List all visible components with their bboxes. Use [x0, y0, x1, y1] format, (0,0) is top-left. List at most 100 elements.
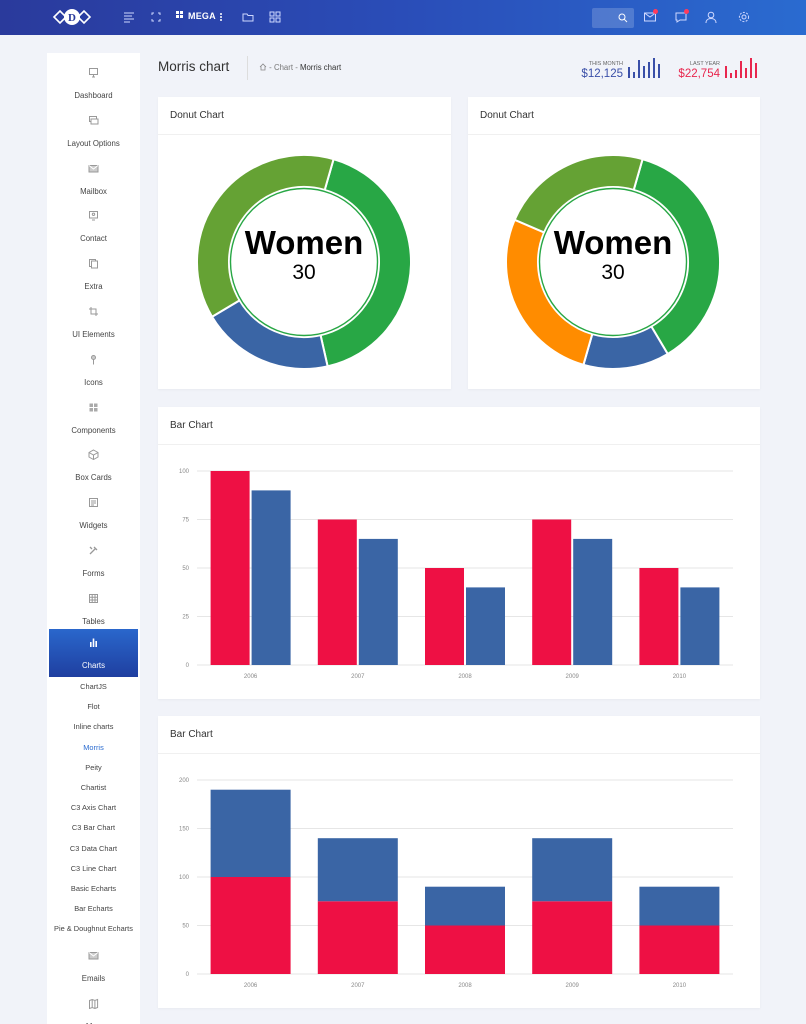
- sidebar-item-widgets[interactable]: Widgets: [47, 489, 140, 537]
- stat-sparkline: [628, 58, 664, 78]
- sidebar-item-layout-options[interactable]: Layout Options: [47, 107, 140, 155]
- settings-icon[interactable]: [737, 10, 751, 24]
- search-input[interactable]: [592, 8, 634, 28]
- stat-this-month: THIS MONTH $12,125: [578, 61, 623, 80]
- mail-icon[interactable]: [643, 10, 657, 24]
- bar[interactable]: [210, 789, 291, 877]
- bar[interactable]: [466, 587, 505, 665]
- y-tick-label: 0: [186, 663, 190, 669]
- card-title: Bar Chart: [170, 729, 213, 740]
- bar[interactable]: [532, 901, 613, 974]
- stat-caption: THIS MONTH: [588, 61, 623, 67]
- sidebar-item-charts[interactable]: Charts: [49, 629, 138, 677]
- sidebar-item-icons[interactable]: Icons: [47, 346, 140, 394]
- bar[interactable]: [317, 838, 398, 902]
- bar[interactable]: [317, 519, 357, 666]
- mail-icon: [88, 163, 99, 174]
- submenu-item[interactable]: Bar Echarts: [74, 904, 113, 914]
- sparkline-bar: [725, 66, 727, 78]
- bar[interactable]: [210, 877, 291, 974]
- sidebar-item-dashboard[interactable]: Dashboard: [47, 59, 140, 107]
- chat-icon[interactable]: [674, 10, 688, 24]
- y-tick-label: 75: [182, 518, 189, 524]
- tools-icon: [88, 545, 99, 556]
- y-tick-label: 100: [179, 875, 190, 881]
- submenu-item[interactable]: Inline charts: [73, 722, 114, 732]
- grid-icon: [176, 11, 184, 25]
- sidebar-item-emails[interactable]: Emails: [47, 942, 140, 990]
- submenu-item[interactable]: Basic Echarts: [70, 884, 117, 893]
- submenu-item[interactable]: Flot: [87, 702, 100, 712]
- sidebar-item-label: Contact: [80, 234, 107, 244]
- bar-chart-card: Bar Chart 0 25 50 75 100 2006 2007 2008 2009 2010: [158, 407, 760, 699]
- grid-icon: [88, 402, 99, 413]
- sidebar-item-components[interactable]: Components: [47, 394, 140, 442]
- sidebar-item-tables[interactable]: Tables: [47, 585, 140, 633]
- mega-menu-button[interactable]: MEGA: [188, 11, 216, 21]
- sidebar-item-box-cards[interactable]: Box Cards: [47, 441, 140, 489]
- submenu-item[interactable]: Peity: [85, 762, 102, 772]
- bar[interactable]: [639, 925, 720, 975]
- sparkline-bar: [730, 73, 732, 78]
- sidebar-item-contact[interactable]: Contact: [47, 202, 140, 250]
- copy-icon: [88, 258, 99, 269]
- sidebar-item-mailbox[interactable]: Mailbox: [47, 155, 140, 203]
- bar[interactable]: [251, 490, 291, 665]
- submenu-item[interactable]: Chartist: [80, 783, 107, 792]
- apps-icon[interactable]: [268, 10, 282, 24]
- submenu-item[interactable]: Pie & Doughnut Echarts: [54, 924, 133, 934]
- sparkline-bar: [643, 66, 645, 78]
- mail-icon: [88, 950, 99, 961]
- bar[interactable]: [317, 901, 398, 974]
- donut-slice[interactable]: [196, 154, 335, 319]
- sidebar-item-forms[interactable]: Forms: [47, 537, 140, 585]
- bar[interactable]: [210, 471, 250, 665]
- user-icon[interactable]: [704, 10, 718, 24]
- bar[interactable]: [425, 925, 505, 975]
- submenu-item[interactable]: Morris: [83, 742, 104, 752]
- sidebar-item-map[interactable]: Map: [47, 990, 140, 1024]
- sparkline-bar: [633, 72, 635, 78]
- submenu-item[interactable]: C3 Line Chart: [70, 863, 117, 873]
- x-tick-label: 2009: [566, 983, 580, 989]
- bar[interactable]: [573, 538, 613, 665]
- brand-logo[interactable]: D: [52, 7, 92, 27]
- sparkline-bar: [648, 62, 650, 78]
- sparkline-bar: [745, 68, 747, 78]
- sidebar-item-label: Icons: [84, 377, 103, 387]
- sidebar-item-extra[interactable]: Extra: [47, 250, 140, 298]
- bar[interactable]: [425, 568, 464, 665]
- donut-slice[interactable]: [319, 157, 412, 368]
- page-title: Morris chart: [158, 59, 230, 74]
- y-tick-label: 0: [186, 972, 190, 978]
- donut-slice[interactable]: [513, 154, 644, 234]
- sparkline-bar: [638, 60, 640, 78]
- sidebar-item-label: Map: [47, 1022, 140, 1024]
- card-divider: [158, 753, 760, 754]
- fullscreen-icon[interactable]: [149, 10, 163, 24]
- y-tick-label: 50: [182, 566, 189, 572]
- bar[interactable]: [680, 587, 720, 665]
- bar[interactable]: [425, 886, 505, 926]
- bar[interactable]: [639, 568, 679, 665]
- bar[interactable]: [358, 538, 398, 665]
- folder-icon[interactable]: [241, 10, 255, 24]
- submenu-item[interactable]: C3 Axis Chart: [70, 803, 117, 813]
- menu-icon[interactable]: [122, 10, 136, 24]
- stat-last-year: LAST YEAR $22,754: [676, 61, 720, 80]
- submenu-item[interactable]: C3 Bar Chart: [71, 823, 116, 833]
- donut-inner-ring: [229, 187, 379, 337]
- submenu-item[interactable]: C3 Data Chart: [69, 843, 118, 853]
- bar[interactable]: [532, 838, 613, 902]
- bar[interactable]: [639, 886, 720, 926]
- donut-center-value: 30: [292, 261, 315, 284]
- submenu-item[interactable]: ChartJS: [80, 682, 107, 691]
- sidebar-item-ui-elements[interactable]: UI Elements: [47, 298, 140, 346]
- breadcrumb-current: Morris chart: [299, 63, 342, 72]
- widgets-icon: [88, 497, 99, 508]
- more-vert-icon[interactable]: [218, 10, 224, 24]
- bar[interactable]: [532, 519, 572, 666]
- breadcrumb-item[interactable]: Chart: [273, 63, 294, 72]
- home-icon[interactable]: [259, 63, 267, 71]
- donut-center-label: Women: [554, 224, 673, 261]
